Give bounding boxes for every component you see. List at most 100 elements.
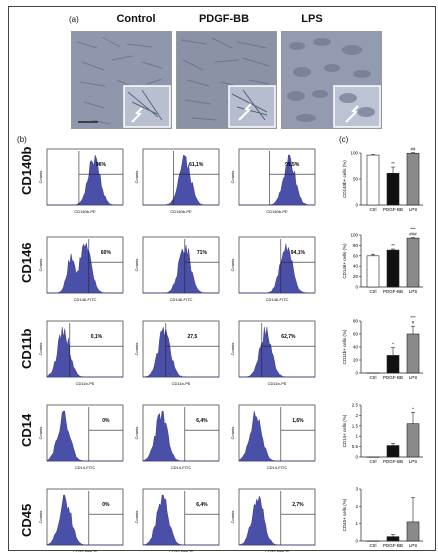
significance-mark: *** [410, 315, 416, 320]
x-tick-label: Ctrl [370, 289, 377, 294]
y-tick-label: 0 [355, 455, 358, 460]
histogram-area [142, 410, 219, 462]
y-tick-label: 0.5 [352, 444, 359, 449]
bar-chart-ylabel: CD14+ cells (%) [342, 414, 347, 447]
y-tick-label: 80 [353, 243, 359, 248]
histogram-cd140b-1: 61,1% CD140b-PE Counts [134, 148, 220, 214]
bar-pdgf-bb [386, 536, 400, 542]
histogram-cd45-2: 2,7% CD45-PerCP Counts [230, 488, 316, 552]
gate-percent: 99,5% [285, 162, 300, 168]
histogram-xlabel: CD140b-PE [170, 209, 192, 214]
bar-lps [406, 237, 420, 288]
x-tick-label: PDGF-BB [383, 289, 403, 294]
gate-percent: 6,4% [196, 418, 208, 424]
y-tick-label: 1 [355, 434, 358, 439]
figure: (a) Control PDGF-BB LPS [8, 6, 436, 552]
x-tick-label: LPS [409, 375, 418, 380]
histogram-xlabel: CD11b-PE [172, 381, 191, 386]
y-tick-label: 80 [353, 319, 359, 324]
bar-lps [406, 152, 420, 206]
gate-percent: 2,7% [292, 502, 304, 508]
y-tick-label: 1 [355, 521, 358, 526]
micrograph-control [71, 31, 172, 129]
significance-mark: * [392, 342, 394, 347]
histogram-ylabel: Counts [230, 427, 235, 440]
gate-percent: 71% [197, 250, 208, 256]
micrograph-control-image [72, 32, 171, 128]
histogram-cd45-1: 6,4% CD45-PerCP Counts [134, 488, 220, 552]
histogram-cd14-0: 0% CD14-FITC Counts [38, 404, 124, 470]
histogram-area [238, 410, 315, 462]
significance-mark: # [412, 320, 415, 325]
x-tick-label: LPS [409, 207, 418, 212]
histogram-xlabel: CD11b-PE [268, 381, 287, 386]
histogram-cd11b-2: 62,7% CD11b-PE Counts [230, 320, 316, 386]
bar-chart-ylabel: CD140b+ cells (%) [342, 160, 347, 198]
y-tick-label: 2.5 [352, 403, 359, 408]
significance-mark: ### [409, 232, 417, 237]
histogram-area [143, 245, 219, 294]
bar-pdgf-bb [386, 355, 400, 374]
histogram-cd14-1: 6,4% CD14-FITC Counts [134, 404, 220, 470]
x-tick-label: LPS [409, 289, 418, 294]
histogram-area [46, 410, 123, 462]
flow-histogram-grid: 96% CD140b-PE Counts 61,1% CD140b-PE Counts 99… [38, 148, 316, 552]
column-title-lps: LPS [301, 13, 323, 25]
histogram-xlabel: CD140b-PE [74, 209, 96, 214]
histogram-xlabel: CD14-FITC [171, 465, 192, 470]
histogram-ylabel: Counts [230, 259, 235, 272]
histogram-cd11b-1: 27,5 CD11b-PE Counts [134, 320, 220, 386]
histogram-cd146-1: 71% CD146-FITC Counts [134, 236, 220, 302]
x-tick-label: Ctrl [370, 543, 377, 548]
x-tick-label: PDGF-BB [383, 543, 403, 548]
histogram-ylabel: Counts [38, 343, 43, 356]
histogram-ylabel: Counts [38, 427, 43, 440]
y-tick-label: 40 [353, 345, 359, 350]
histogram-cd140b-0: 96% CD140b-PE Counts [38, 148, 124, 214]
bar-pdgf-bb [386, 172, 400, 206]
histogram-area [239, 154, 315, 206]
histogram-ylabel: Counts [134, 343, 139, 356]
significance-mark: ** [391, 161, 395, 166]
histogram-ylabel: Counts [230, 511, 235, 524]
y-tick-label: 60 [353, 253, 359, 258]
histogram-xlabel: CD14-FITC [75, 465, 96, 470]
y-tick-label: 0 [355, 203, 358, 208]
histogram-xlabel: CD45-PerCP [169, 549, 193, 552]
x-tick-label: Ctrl [370, 375, 377, 380]
histogram-xlabel: CD45-PerCP [265, 549, 289, 552]
significance-mark: * [412, 406, 414, 411]
x-tick-label: Ctrl [370, 459, 377, 464]
gate-percent: 61,1% [189, 162, 204, 168]
micrograph-lps [281, 31, 382, 129]
histogram-cd146-0: 60% CD146-FITC Counts [38, 236, 124, 302]
histogram-area [239, 243, 315, 294]
y-tick-label: 3 [355, 487, 358, 492]
histogram-ylabel: Counts [134, 427, 139, 440]
bar-lps [406, 333, 420, 374]
y-tick-label: 50 [353, 177, 359, 182]
y-tick-label: 20 [353, 358, 359, 363]
micrograph-pdgf-image [177, 32, 276, 128]
histogram-area [142, 326, 219, 378]
y-tick-label: 2 [355, 504, 358, 509]
bar-chart-2: 0 20 40 60 80 CD11b+ cells (%) Ctrl PDGF-BB * LPS… [342, 315, 423, 380]
x-tick-label: PDGF-BB [383, 459, 403, 464]
x-tick-label: LPS [409, 543, 418, 548]
significance-mark: ## [410, 147, 416, 152]
bar-lps [406, 521, 420, 542]
column-title-control: Control [116, 13, 156, 25]
histogram-xlabel: CD45-PerCP [73, 549, 97, 552]
x-tick-label: PDGF-BB [383, 207, 403, 212]
gate-percent: 96% [96, 162, 107, 168]
gate-percent: 27,5 [188, 334, 198, 340]
x-tick-label: LPS [409, 459, 418, 464]
y-tick-label: 0 [355, 285, 358, 290]
significance-mark: ** [391, 243, 395, 248]
gate-percent: 0% [102, 418, 110, 424]
histogram-cd140b-2: 99,5% CD140b-PE Counts [230, 148, 316, 214]
y-tick-label: 0 [355, 539, 358, 544]
histogram-xlabel: CD14-FITC [267, 465, 288, 470]
histogram-ylabel: Counts [230, 343, 235, 356]
